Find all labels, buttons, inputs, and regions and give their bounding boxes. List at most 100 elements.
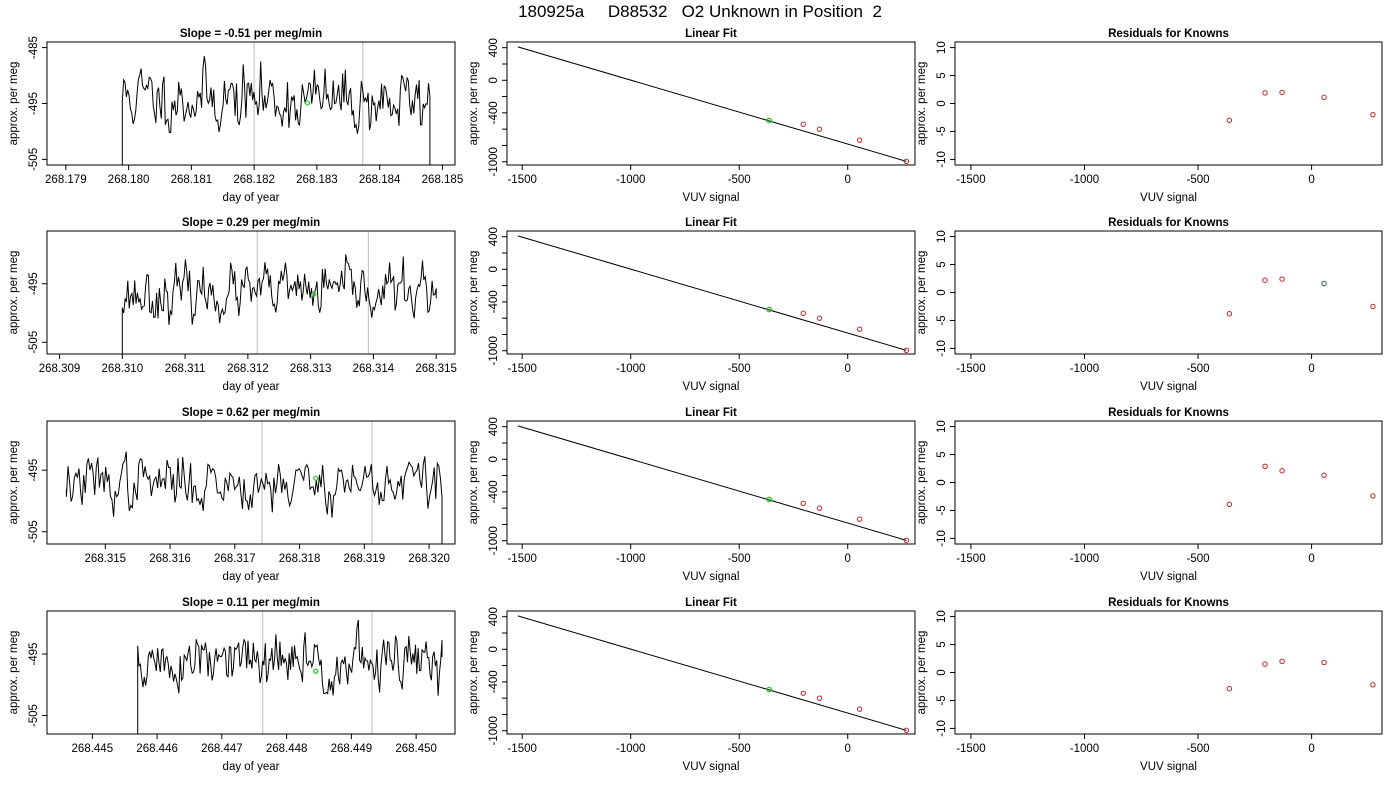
known-point (903, 727, 910, 734)
plot-title: Residuals for Knowns (1108, 407, 1229, 419)
x-tick-label: 0 (845, 743, 851, 755)
series-line (121, 254, 437, 354)
x-tick-label: 0 (1308, 363, 1314, 375)
plot-area (517, 46, 910, 165)
plot-title: Linear Fit (685, 28, 737, 40)
plot-frame (46, 420, 456, 545)
plot-area (1226, 463, 1376, 508)
y-tick-label: -400 (488, 670, 500, 693)
y-tick-label: -1000 (488, 336, 500, 365)
x-tick-label: 268.450 (395, 743, 437, 755)
x-tick-label: -1500 (956, 743, 985, 755)
x-tick-label: 268.315 (84, 553, 126, 565)
x-tick-label: 0 (845, 174, 851, 186)
x-axis-label: day of year (223, 761, 280, 773)
unknown-point (766, 117, 773, 124)
known-point (856, 326, 863, 332)
y-tick-label: 10 (936, 420, 948, 433)
known-point (800, 690, 806, 696)
residual-point (1226, 501, 1233, 508)
y-tick-label: -10 (936, 720, 948, 737)
x-tick-label: -1500 (956, 174, 985, 186)
x-tick-label: -1000 (616, 363, 645, 375)
chart-panel-fit-row-2: Linear Fit -1500 -1000 -500 0 400 0 -400 -1000 VU… (468, 217, 916, 393)
chart-panel-raw-row-4: Slope = 0.11 per meg/min 268.445 268.446 26… (8, 597, 456, 773)
x-tick-label: -1000 (1070, 363, 1099, 375)
x-tick-label: 268.319 (344, 553, 386, 565)
x-tick-label: 268.314 (353, 363, 395, 375)
residual-point (1226, 686, 1233, 692)
y-tick-label: 400 (488, 607, 500, 626)
x-tick-label: 268.315 (415, 363, 457, 375)
y-tick-label: -5 (936, 126, 948, 136)
plot-title: Slope = 0.62 per meg/min (182, 407, 320, 419)
chart-panel-fit-row-3: Linear Fit -1500 -1000 -500 0 400 0 -400 -1000 VU… (468, 407, 916, 583)
residual-point (1279, 468, 1285, 474)
y-tick-label: -505 (28, 704, 40, 727)
y-tick-label: 10 (936, 41, 948, 54)
y-axis-label: approx. per meg (468, 251, 480, 335)
y-tick-label: -1000 (488, 716, 500, 745)
x-tick-label: -1000 (1070, 553, 1099, 565)
plot-area (137, 611, 443, 734)
unknown-marker (313, 668, 319, 674)
y-tick-label: -10 (936, 530, 948, 547)
y-tick-label: -495 (28, 643, 40, 666)
x-tick-label: 268.309 (39, 363, 81, 375)
x-tick-label: 268.181 (171, 174, 213, 186)
known-point (903, 347, 910, 354)
known-point (903, 158, 910, 165)
x-tick-label: -500 (728, 363, 751, 375)
chart-panel-residuals-row-4: Residuals for Knowns -1500 -1000 -500 0 10 5 0 -… (916, 597, 1383, 773)
x-axis-label: day of year (223, 192, 280, 204)
plot-frame (954, 420, 1383, 545)
x-tick-label: 268.447 (201, 743, 243, 755)
residual-point (1370, 111, 1376, 118)
plot-area (65, 421, 443, 544)
x-tick-label: -1500 (507, 553, 536, 565)
known-point (856, 516, 863, 522)
unknown-point (766, 686, 773, 693)
residual-point (1279, 89, 1285, 96)
y-axis-label: approx. per meg (916, 62, 928, 146)
residual-point (1370, 493, 1376, 499)
residual-point (1321, 94, 1327, 101)
y-axis-label: approx. per meg (8, 441, 20, 525)
x-axis-label: day of year (223, 571, 280, 583)
x-tick-label: 268.183 (296, 174, 338, 186)
y-tick-label: -495 (28, 272, 40, 295)
y-tick-label: 5 (936, 261, 948, 267)
x-tick-label: 268.310 (102, 363, 144, 375)
x-tick-label: 268.316 (149, 553, 191, 565)
x-tick-label: -1500 (507, 174, 536, 186)
x-axis-label: VUV signal (1140, 192, 1197, 204)
x-tick-label: 268.313 (290, 363, 332, 375)
y-tick-label: 0 (488, 646, 500, 652)
x-tick-label: 268.445 (72, 743, 114, 755)
series-line (137, 619, 443, 734)
y-tick-label: -1000 (488, 526, 500, 555)
plot-area (1226, 658, 1376, 692)
y-tick-label: 400 (488, 417, 500, 436)
x-tick-label: -1000 (616, 174, 645, 186)
chart-panel-residuals-row-2: Residuals for Knowns -1500 -1000 -500 0 10 5 0 -… (916, 217, 1383, 393)
plot-title: Slope = -0.51 per meg/min (180, 28, 322, 40)
x-tick-label: -1000 (616, 553, 645, 565)
chart-panel-residuals-row-3: Residuals for Knowns -1500 -1000 -500 0 10 5 0 -… (916, 407, 1383, 583)
known-point (800, 121, 806, 127)
y-tick-label: -495 (28, 92, 40, 115)
x-tick-label: -500 (728, 174, 751, 186)
y-tick-label: 0 (936, 289, 948, 295)
y-tick-label: 0 (488, 266, 500, 272)
residual-point (1370, 303, 1376, 310)
x-tick-label: -500 (1187, 174, 1210, 186)
plot-title: Linear Fit (685, 597, 737, 609)
x-tick-label: 268.320 (408, 553, 450, 565)
plot-title: Residuals for Knowns (1108, 217, 1229, 229)
unknown-marker (311, 291, 317, 297)
x-tick-label: -500 (1187, 363, 1210, 375)
chart-panel-raw-row-1: Slope = -0.51 per meg/min 268.179 268.180 2… (8, 28, 463, 204)
residual-point (1321, 280, 1327, 287)
known-point (800, 500, 806, 506)
